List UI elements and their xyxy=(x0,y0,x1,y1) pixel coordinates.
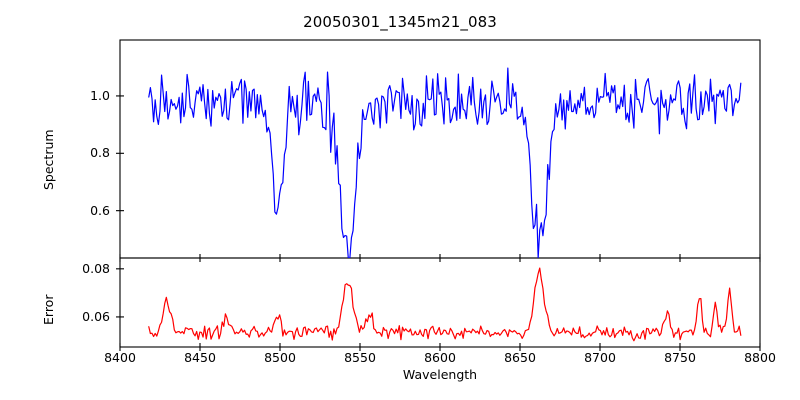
x-tick-label: 8800 xyxy=(744,350,776,365)
y-tick-label: 0.08 xyxy=(82,260,110,276)
error-line xyxy=(148,267,742,342)
x-tick-label: 8650 xyxy=(504,350,536,365)
page-title: 20050301_1345m21_083 xyxy=(303,13,497,31)
x-axis-label: Wavelength xyxy=(402,367,478,382)
x-tick-label: 8750 xyxy=(664,350,696,365)
spectrum-line xyxy=(148,67,742,258)
x-tick-label: 8700 xyxy=(584,350,616,365)
x-tick-label: 8600 xyxy=(424,350,456,365)
x-tick-label: 8500 xyxy=(264,350,296,365)
x-tick-label: 8550 xyxy=(344,350,376,365)
x-tick-label: 8450 xyxy=(184,350,216,365)
error-series-group xyxy=(148,267,742,342)
y-tick-label: 0.8 xyxy=(90,145,110,161)
x-tick-label: 8400 xyxy=(104,350,136,365)
spectrum-panel-frame xyxy=(119,39,761,259)
y-tick-label: 0.6 xyxy=(90,202,110,218)
spectrum-series-group xyxy=(148,67,742,258)
y-tick-label: 0.06 xyxy=(82,308,110,324)
y-tick-label: 1.0 xyxy=(90,87,110,103)
